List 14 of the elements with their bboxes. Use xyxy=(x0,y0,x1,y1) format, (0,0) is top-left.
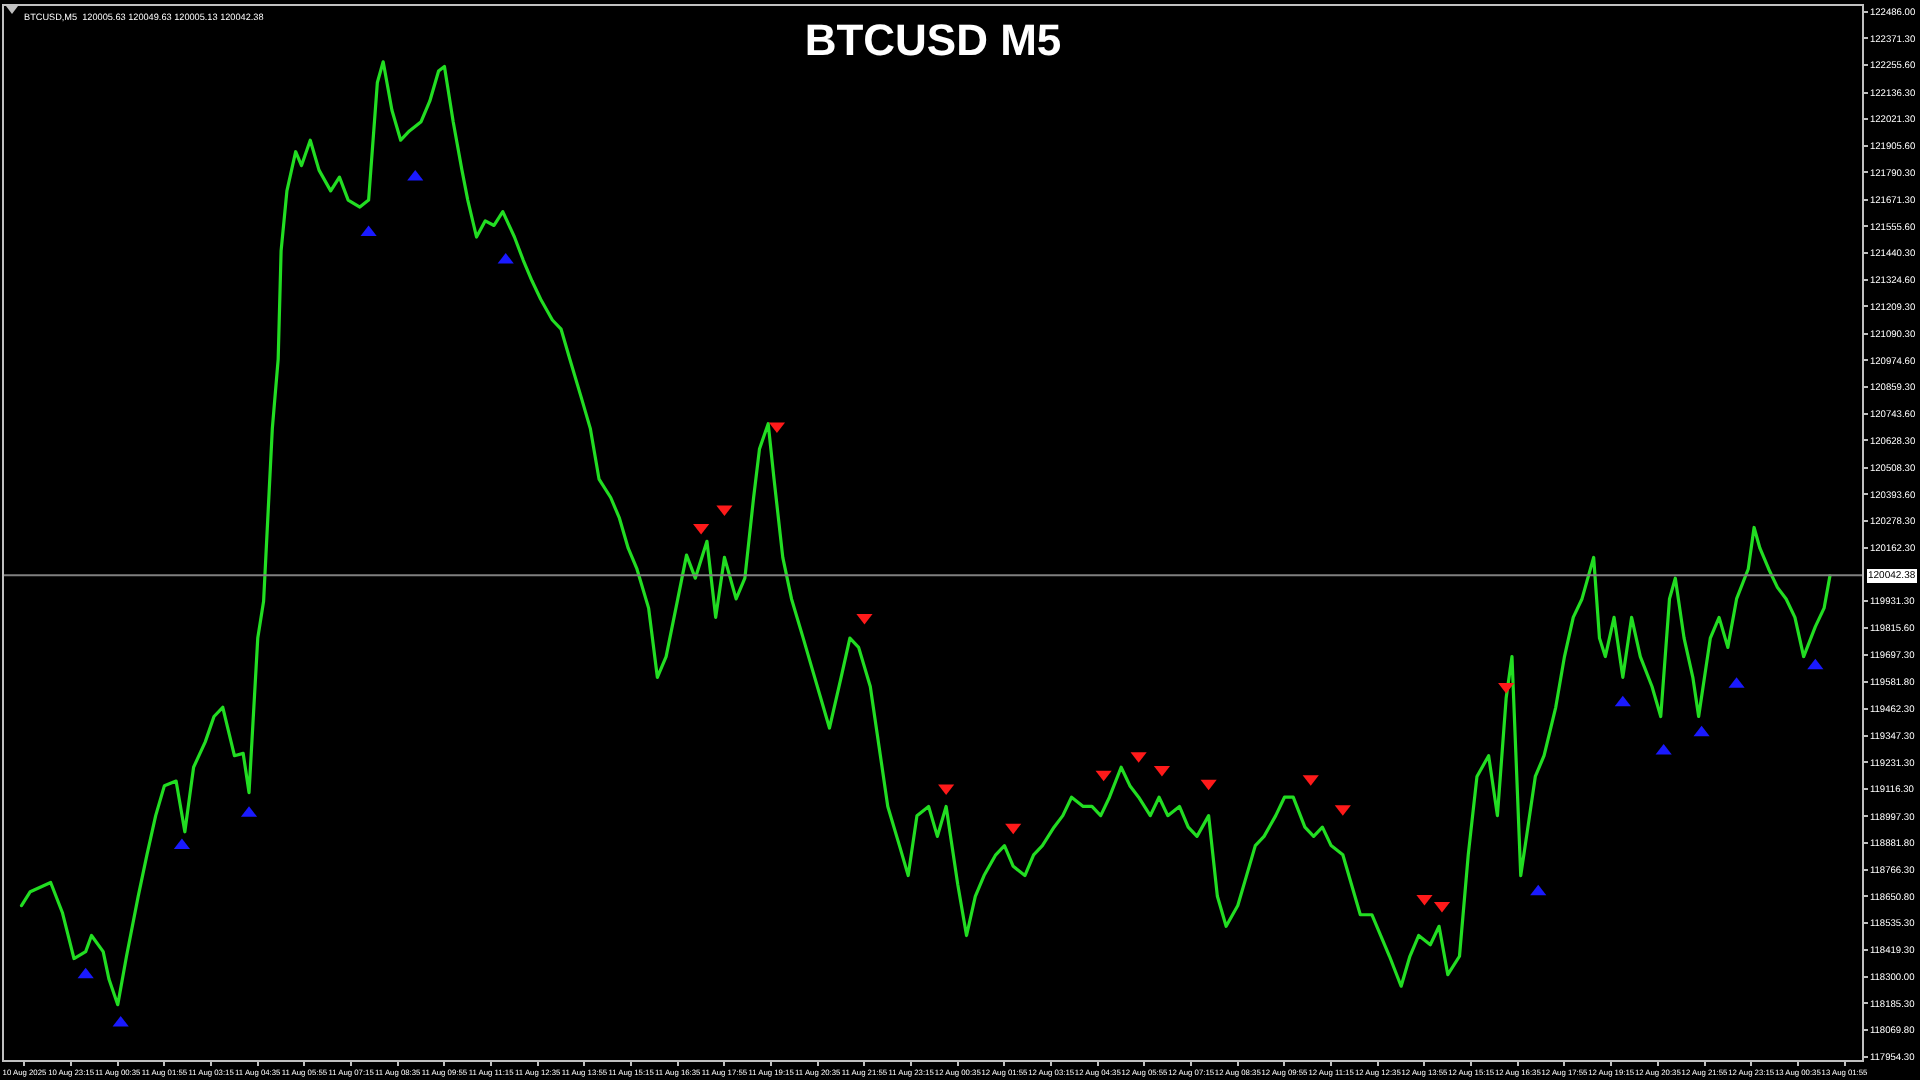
point xyxy=(856,613,873,625)
point xyxy=(1095,770,1112,782)
point xyxy=(1200,779,1217,791)
point xyxy=(1807,658,1824,670)
point xyxy=(173,838,190,850)
point xyxy=(1530,884,1547,896)
point xyxy=(1693,725,1710,737)
point xyxy=(693,523,710,535)
point xyxy=(1005,823,1022,835)
point xyxy=(716,505,733,517)
point xyxy=(77,967,94,979)
point xyxy=(1614,695,1631,707)
chart-title: BTCUSD M5 xyxy=(804,15,1062,66)
line-series xyxy=(19,60,1832,1007)
